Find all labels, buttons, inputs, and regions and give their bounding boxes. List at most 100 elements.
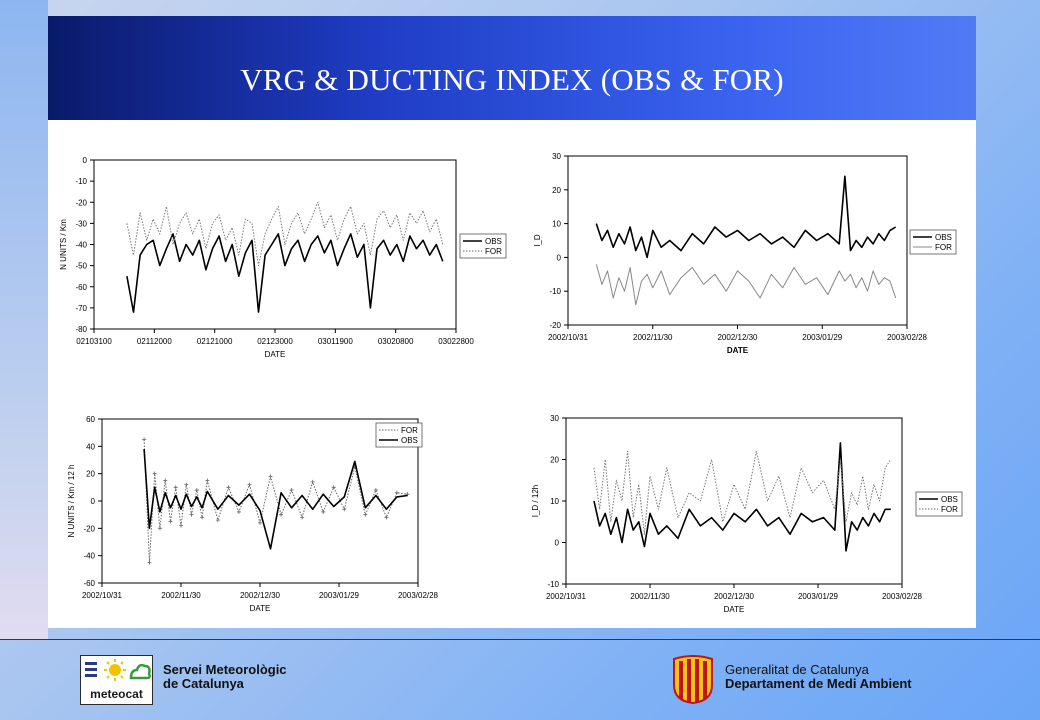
y-tick-label: 20 [86,470,95,479]
org-right: Generalitat de Catalunya Departament de … [725,663,912,691]
series-point-for [184,482,189,487]
series-point-for [247,482,252,487]
org-left-line1: Servei Meteorològic [163,662,287,677]
series-point-for [373,488,378,493]
x-tick-label: 2002/12/30 [240,591,281,600]
series-point-for [331,485,336,490]
y-tick-label: -10 [547,580,559,589]
x-tick-label: 02123000 [257,337,293,346]
series-point-for [163,478,168,483]
x-axis-label: DATE [250,604,271,613]
x-tick-label: 2003/01/29 [802,333,843,342]
x-tick-label: 03011900 [318,337,354,346]
series-point-for [394,490,399,495]
series-line-for [126,201,444,267]
y-axis-label: I_D / 12h [531,485,540,517]
y-tick-label: 0 [83,156,88,165]
series-point-for [384,515,389,520]
series-point-for [258,520,262,525]
series-line-obs [593,442,891,552]
x-tick-label: 2002/10/31 [548,333,589,342]
y-tick-label: -10 [549,287,561,296]
slide-title: VRG & DUCTING INDEX (OBS & FOR) [240,62,784,97]
series-point-for [157,526,162,531]
series-point-for [200,515,205,520]
x-tick-label: 02103100 [76,337,112,346]
series-point-for [189,512,194,517]
org-left: Servei Meteorològic de Catalunya [163,663,287,691]
y-tick-label: 10 [550,497,559,506]
series-point-for [236,509,241,514]
x-tick-label: 03020800 [378,337,414,346]
series-point-for [152,471,157,476]
slide-background-left [0,0,48,640]
series-point-for [268,474,273,479]
y-tick-label: 10 [552,220,561,229]
y-tick-label: 60 [86,415,95,424]
x-axis-label: DATE [727,346,749,355]
x-tick-label: 02112000 [137,337,173,346]
y-tick-label: -60 [75,283,87,292]
y-tick-label: 40 [86,442,95,451]
series-point-for [173,485,178,490]
x-tick-label: 2002/11/30 [630,592,670,601]
series-line-for [593,450,892,535]
x-axis-label: DATE [724,605,745,614]
series-point-for [147,560,152,565]
series-point-for [300,515,305,520]
plot-frame [565,417,903,585]
y-tick-label: 20 [552,186,561,195]
series-line-obs [143,449,408,550]
y-tick-label: -80 [75,325,87,334]
y-tick-label: -20 [75,198,87,207]
org-right-line2: Departament de Medi Ambient [725,676,912,691]
legend-box [909,229,957,255]
y-tick-label: -10 [75,177,87,186]
x-tick-label: 2003/01/29 [798,592,839,601]
legend-label-obs: OBS [485,237,502,246]
legend-label-for: FOR [485,247,502,256]
y-tick-label: 20 [550,456,559,465]
y-tick-label: -20 [549,321,561,330]
title-banner: VRG & DUCTING INDEX (OBS & FOR) [48,16,976,120]
org-right-line1: Generalitat de Catalunya [725,662,869,677]
y-tick-label: 30 [550,414,559,423]
series-point-for [205,478,210,483]
footer-divider [0,639,1040,640]
y-axis-label: N UNITS / Km [59,219,68,270]
y-tick-label: -60 [83,579,95,588]
legend-box [459,233,507,259]
series-line-for [143,439,408,563]
y-tick-label: 0 [91,497,96,506]
series-line-obs [595,175,897,259]
series-point-for [179,523,183,528]
series-point-for [142,437,147,442]
legend-label-obs: OBS [401,436,418,445]
y-tick-label: -70 [75,304,87,313]
series-point-for [342,507,347,512]
series-point-for [279,512,284,517]
y-tick-label: -40 [75,241,87,250]
legend-box [375,422,423,448]
y-tick-label: 0 [557,253,562,262]
plot-frame [93,159,457,330]
x-tick-label: 2002/12/30 [714,592,755,601]
meteocat-logo-text: meteocat [90,687,143,701]
chart-panel [48,120,976,628]
series-point-for [310,479,315,484]
series-point-for [289,488,294,493]
meteocat-logo: meteocat [80,655,153,705]
charts-svg: 0 -10 -20 -30 -40 -50 -60 -70 -80 02103100 0211200… [59,152,963,614]
x-tick-label: 2003/02/28 [887,333,928,342]
y-tick-label: -40 [83,552,95,561]
series-point-for [363,512,368,517]
x-tick-label: 2003/01/29 [319,591,360,600]
series-point-for [168,519,173,524]
y-tick-label: -30 [75,219,87,228]
series-point-for [226,485,231,490]
y-tick-label: -20 [83,524,95,533]
x-tick-label: 2002/10/31 [82,591,123,600]
x-tick-label: 2003/02/28 [882,592,923,601]
legend-box [915,491,963,517]
legend-label-obs: OBS [935,233,952,242]
